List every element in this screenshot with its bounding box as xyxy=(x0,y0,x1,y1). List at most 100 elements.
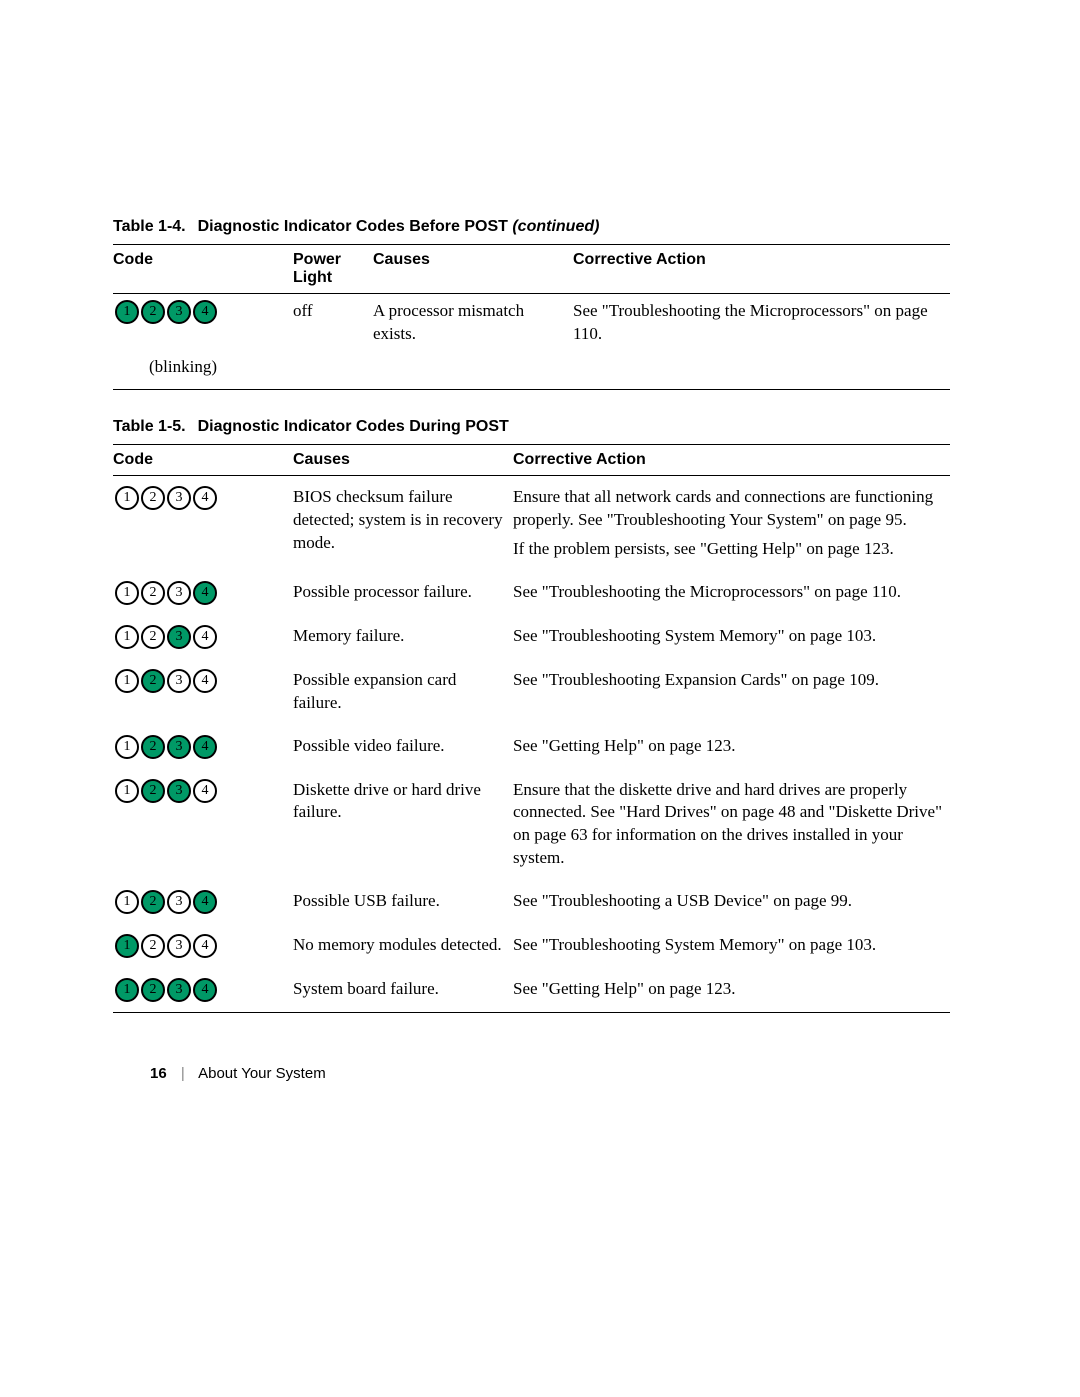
indicator-pattern: 1234 xyxy=(113,934,287,958)
indicator-circle-2: 2 xyxy=(141,890,165,914)
section-name: About Your System xyxy=(198,1065,326,1082)
th-code: Code xyxy=(113,245,293,294)
causes-value: Possible processor failure. xyxy=(293,571,513,615)
action-value: See "Troubleshooting a USB Device" on pa… xyxy=(513,880,950,924)
table-row: 1234BIOS checksum failure detected; syst… xyxy=(113,475,950,570)
caption-title: Diagnostic Indicator Codes During POST xyxy=(198,418,509,435)
indicator-pattern: 1234 xyxy=(113,625,287,649)
table-row: 1234Memory failure.See "Troubleshooting … xyxy=(113,615,950,659)
indicator-circle-3: 3 xyxy=(167,934,191,958)
th-causes: Causes xyxy=(373,245,573,294)
indicator-pattern: 1234 xyxy=(113,890,287,914)
power-light-value: off xyxy=(293,294,373,352)
table-1-5: Code Causes Corrective Action 1234BIOS c… xyxy=(113,444,950,1013)
indicator-circle-1: 1 xyxy=(115,300,139,324)
indicator-circle-4: 4 xyxy=(193,669,217,693)
indicator-circle-4: 4 xyxy=(193,779,217,803)
indicator-circle-2: 2 xyxy=(141,779,165,803)
action-value: See "Troubleshooting the Microprocessors… xyxy=(573,294,950,352)
indicator-circle-3: 3 xyxy=(167,669,191,693)
causes-value: No memory modules detected. xyxy=(293,924,513,968)
page-number: 16 xyxy=(150,1065,167,1082)
caption-number: Table 1-5. xyxy=(113,418,186,435)
indicator-circle-2: 2 xyxy=(141,486,165,510)
indicator-pattern: 1234 xyxy=(113,486,287,510)
causes-value: Memory failure. xyxy=(293,615,513,659)
indicator-circle-1: 1 xyxy=(115,890,139,914)
table-row: 1234Possible expansion card failure.See … xyxy=(113,659,950,725)
indicator-circle-4: 4 xyxy=(193,735,217,759)
indicator-circle-1: 1 xyxy=(115,581,139,605)
indicator-circle-3: 3 xyxy=(167,300,191,324)
indicator-pattern: 1234 xyxy=(113,978,287,1002)
indicator-circle-4: 4 xyxy=(193,890,217,914)
table-1-5-caption: Table 1-5. Diagnostic Indicator Codes Dur… xyxy=(113,418,950,436)
table-row: (blinking) xyxy=(113,352,950,389)
blinking-label: (blinking) xyxy=(113,352,950,389)
action-value: See "Troubleshooting Expansion Cards" on… xyxy=(513,659,950,725)
indicator-circle-1: 1 xyxy=(115,625,139,649)
table-row: 1234Possible processor failure.See "Trou… xyxy=(113,571,950,615)
causes-value: BIOS checksum failure detected; system i… xyxy=(293,475,513,570)
indicator-circle-4: 4 xyxy=(193,300,217,324)
indicator-circle-2: 2 xyxy=(141,581,165,605)
th-power-light: Power Light xyxy=(293,245,373,294)
table-1-4-caption: Table 1-4. Diagnostic Indicator Codes Bef… xyxy=(113,218,950,236)
page-footer: 16 | About Your System xyxy=(150,1065,326,1082)
indicator-pattern: 1234 xyxy=(113,581,287,605)
indicator-circle-2: 2 xyxy=(141,625,165,649)
indicator-circle-1: 1 xyxy=(115,934,139,958)
footer-divider: | xyxy=(181,1065,185,1082)
action-value-2: If the problem persists, see "Getting He… xyxy=(513,538,944,561)
table-row: 1234System board failure.See "Getting He… xyxy=(113,968,950,1013)
indicator-circle-1: 1 xyxy=(115,486,139,510)
causes-value: Possible expansion card failure. xyxy=(293,659,513,725)
indicator-circle-1: 1 xyxy=(115,779,139,803)
action-value: See "Getting Help" on page 123. xyxy=(513,725,950,769)
indicator-circle-3: 3 xyxy=(167,779,191,803)
indicator-circle-3: 3 xyxy=(167,625,191,649)
indicator-circle-1: 1 xyxy=(115,669,139,693)
th-code: Code xyxy=(113,444,293,475)
table-row: 1234Possible video failure.See "Getting … xyxy=(113,725,950,769)
th-action: Corrective Action xyxy=(513,444,950,475)
action-value: See "Troubleshooting System Memory" on p… xyxy=(513,924,950,968)
table-row: 1234Possible USB failure.See "Troublesho… xyxy=(113,880,950,924)
th-causes: Causes xyxy=(293,444,513,475)
indicator-pattern: 1234 xyxy=(113,669,287,693)
indicator-circle-2: 2 xyxy=(141,735,165,759)
indicator-circle-3: 3 xyxy=(167,581,191,605)
causes-value: System board failure. xyxy=(293,968,513,1013)
indicator-circle-2: 2 xyxy=(141,669,165,693)
indicator-pattern: 1234 xyxy=(113,779,287,803)
caption-title: Diagnostic Indicator Codes Before POST xyxy=(198,218,513,235)
indicator-circle-3: 3 xyxy=(167,978,191,1002)
action-value: Ensure that the diskette drive and hard … xyxy=(513,769,950,881)
table-row: 1234No memory modules detected.See "Trou… xyxy=(113,924,950,968)
action-value: Ensure that all network cards and connec… xyxy=(513,475,950,570)
causes-value: Possible USB failure. xyxy=(293,880,513,924)
indicator-circle-2: 2 xyxy=(141,934,165,958)
action-value: See "Troubleshooting the Microprocessors… xyxy=(513,571,950,615)
indicator-pattern: 1234 xyxy=(113,300,287,324)
indicator-pattern: 1234 xyxy=(113,735,287,759)
indicator-circle-4: 4 xyxy=(193,486,217,510)
indicator-circle-1: 1 xyxy=(115,735,139,759)
table-row: 1234Diskette drive or hard drive failure… xyxy=(113,769,950,881)
causes-value: A processor mismatch exists. xyxy=(373,294,573,352)
indicator-circle-1: 1 xyxy=(115,978,139,1002)
caption-continued: (continued) xyxy=(512,218,599,235)
indicator-circle-4: 4 xyxy=(193,581,217,605)
indicator-circle-4: 4 xyxy=(193,625,217,649)
table-1-4: Code Power Light Causes Corrective Actio… xyxy=(113,244,950,390)
indicator-circle-3: 3 xyxy=(167,890,191,914)
action-value: See "Troubleshooting System Memory" on p… xyxy=(513,615,950,659)
indicator-circle-3: 3 xyxy=(167,486,191,510)
table-row: 1234 off A processor mismatch exists. Se… xyxy=(113,294,950,352)
indicator-circle-3: 3 xyxy=(167,735,191,759)
caption-number: Table 1-4. xyxy=(113,218,186,235)
indicator-circle-2: 2 xyxy=(141,978,165,1002)
th-action: Corrective Action xyxy=(573,245,950,294)
causes-value: Diskette drive or hard drive failure. xyxy=(293,769,513,881)
causes-value: Possible video failure. xyxy=(293,725,513,769)
